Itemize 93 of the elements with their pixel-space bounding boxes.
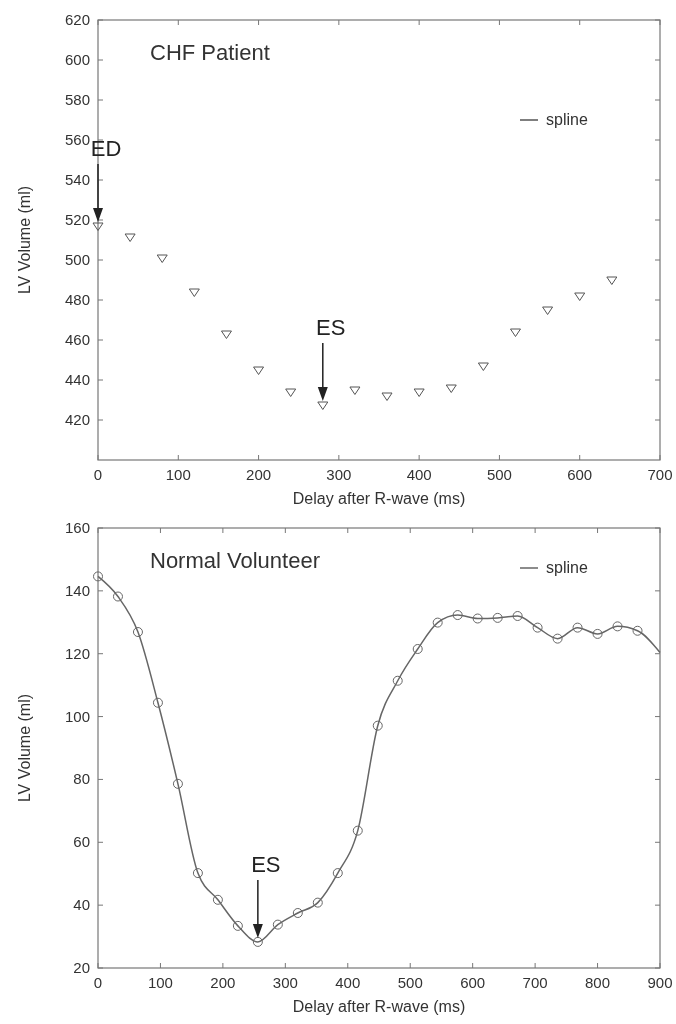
point — [632, 625, 643, 636]
x-tick-label: 200 — [210, 974, 236, 991]
point — [317, 401, 329, 410]
y-tick-label: 460 — [64, 331, 90, 348]
point — [532, 622, 543, 633]
point — [612, 621, 623, 632]
y-tick-label: 160 — [64, 519, 90, 536]
x-tick-label: 500 — [397, 974, 423, 991]
point — [572, 622, 583, 633]
annotation: ED — [90, 136, 122, 161]
x-tick-label: 300 — [326, 466, 352, 483]
point — [92, 222, 104, 231]
y-tick-label: 440 — [64, 371, 90, 388]
point — [253, 366, 265, 375]
point — [381, 392, 393, 401]
point — [156, 254, 168, 263]
point — [212, 894, 223, 905]
y-axis-title: LV Volume (ml) — [16, 693, 33, 803]
x-tick-label: 800 — [585, 974, 611, 991]
point — [552, 633, 563, 644]
y-tick-label: 600 — [64, 51, 90, 68]
x-tick-label: 600 — [460, 974, 486, 991]
point — [124, 233, 136, 242]
point — [542, 306, 554, 315]
point — [412, 644, 423, 654]
point — [232, 920, 243, 931]
x-tick-label: 400 — [335, 974, 361, 991]
point — [445, 384, 457, 393]
point — [152, 697, 163, 708]
point — [292, 908, 303, 918]
point — [512, 611, 523, 621]
point — [432, 617, 443, 628]
point — [452, 610, 463, 621]
point — [112, 591, 123, 602]
x-tick-label: 700 — [522, 974, 548, 991]
x-tick-label: 100 — [147, 974, 173, 991]
x-tick-label: 0 — [93, 974, 103, 991]
point — [188, 288, 200, 297]
y-tick-label: 520 — [64, 211, 90, 228]
x-axis-title: Delay after R-wave (ms) — [292, 490, 466, 507]
point — [252, 936, 263, 947]
x-tick-label: 100 — [165, 466, 191, 483]
y-axis-title: LV Volume (ml) — [16, 185, 33, 295]
point — [93, 571, 103, 582]
point — [372, 720, 383, 731]
point — [574, 292, 586, 301]
point — [477, 362, 489, 371]
text: Normal Volunteer — [150, 548, 320, 573]
y-tick-label: 40 — [73, 896, 90, 914]
point — [192, 868, 203, 879]
point — [220, 330, 232, 339]
y-tick-label: 540 — [64, 171, 90, 188]
y-tick-label: 580 — [64, 91, 90, 108]
x-tick-label: 400 — [406, 466, 432, 483]
point — [272, 919, 283, 930]
point — [132, 627, 143, 638]
point — [172, 778, 183, 789]
legend-label: spline — [546, 559, 588, 576]
x-tick-label: 300 — [272, 974, 298, 991]
x-tick-label: 900 — [647, 974, 673, 991]
annotation: ES — [316, 315, 346, 340]
y-tick-label: 620 — [64, 11, 90, 28]
point — [312, 897, 323, 908]
point — [606, 276, 618, 285]
x-tick-label: 500 — [486, 466, 512, 483]
point — [352, 825, 363, 836]
x-tick-label: 200 — [246, 466, 272, 483]
text: CHF Patient — [150, 40, 270, 65]
point — [349, 386, 361, 395]
y-tick-label: 140 — [64, 581, 90, 599]
y-tick-label: 480 — [64, 291, 90, 308]
point — [392, 675, 403, 686]
y-tick-label: 500 — [64, 251, 90, 268]
y-tick-label: 560 — [64, 131, 90, 148]
legend-label: spline — [546, 111, 588, 128]
x-axis-title: Delay after R-wave (ms) — [292, 998, 466, 1015]
point — [413, 388, 425, 397]
y-tick-label: 420 — [64, 411, 90, 428]
point — [285, 388, 297, 397]
x-tick-label: 0 — [93, 466, 103, 483]
y-tick-label: 120 — [64, 644, 90, 662]
x-tick-label: 600 — [567, 466, 593, 483]
x-tick-label: 700 — [647, 466, 673, 483]
point — [592, 628, 603, 639]
point — [492, 612, 503, 623]
point — [332, 868, 343, 879]
point — [472, 613, 483, 624]
y-tick-label: 100 — [64, 707, 90, 725]
y-tick-label: 60 — [73, 833, 90, 851]
y-tick-label: 20 — [73, 959, 90, 976]
y-tick-label: 80 — [73, 770, 90, 788]
point — [509, 328, 521, 337]
annotation: ES — [251, 851, 281, 877]
